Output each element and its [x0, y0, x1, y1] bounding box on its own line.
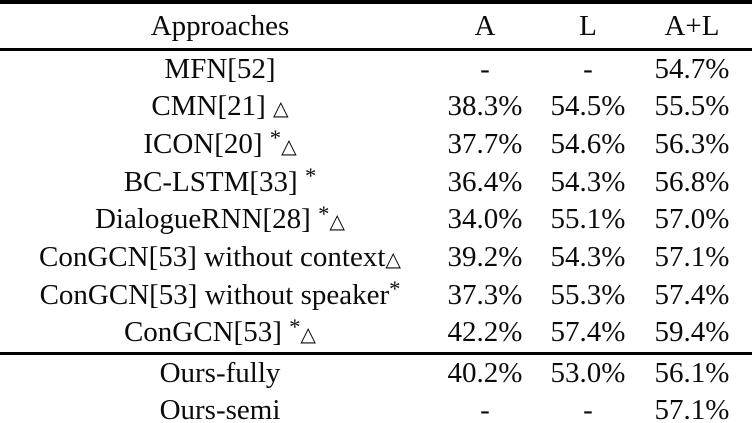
approach-name: ConGCN[53]	[123, 316, 290, 349]
table-body-ours: Ours-fully 40.2% 53.0% 56.1% Ours-semi -…	[0, 355, 752, 423]
a-value-cell: 34.0%	[447, 203, 523, 236]
triangle-marker: △	[300, 322, 317, 347]
table-row: CMN[21] △ 38.3% 54.5% 55.5%	[0, 88, 752, 126]
table-header-row: Approaches A L A+L	[0, 4, 752, 48]
approach-name: MFN[52]	[164, 52, 276, 85]
l-value-cell: -	[583, 52, 593, 85]
approach-cell: BC-LSTM[33] *	[0, 164, 440, 202]
a-value-cell: 40.2%	[447, 356, 523, 389]
column-header-a: A	[474, 10, 496, 42]
approach-name: DialogueRNN[28]	[94, 203, 319, 236]
triangle-marker: △	[273, 96, 289, 121]
al-value-cell: 56.1%	[654, 356, 730, 389]
a-value-cell: 38.3%	[447, 90, 523, 123]
approach-cell: ConGCN[53] *△	[0, 314, 440, 352]
approach-cell: Ours-semi	[0, 392, 440, 423]
l-value-cell: 55.1%	[550, 203, 626, 236]
star-marker: *	[269, 125, 282, 151]
l-value-cell: -	[583, 394, 593, 423]
table-row: ConGCN[53] without speaker* 37.3% 55.3% …	[0, 277, 752, 315]
approach-cell: Ours-fully	[0, 355, 440, 393]
table-body-main: MFN[52] - - 54.7% CMN[21] △ 38.3% 54.5% …	[0, 51, 752, 353]
al-value-cell: 56.8%	[654, 165, 730, 198]
header-divider-rule	[0, 48, 752, 51]
a-value-cell: 36.4%	[447, 165, 523, 198]
approach-name: BC-LSTM[33]	[123, 165, 305, 198]
a-value-cell: 39.2%	[447, 240, 523, 273]
l-value-cell: 54.3%	[550, 165, 626, 198]
star-marker: *	[289, 313, 301, 339]
triangle-marker: △	[385, 246, 401, 271]
approach-cell: CMN[21] △	[0, 88, 440, 126]
l-value-cell: 54.6%	[550, 127, 626, 160]
table-row: BC-LSTM[33] * 36.4% 54.3% 56.8%	[0, 164, 752, 202]
approach-cell: ConGCN[53] without context△	[0, 239, 440, 277]
al-value-cell: 54.7%	[654, 52, 730, 85]
section-divider-rule	[0, 352, 752, 355]
table-top-rule	[0, 0, 752, 4]
column-header-al: A+L	[664, 10, 720, 42]
al-value-cell: 57.4%	[654, 278, 730, 311]
approach-name: Ours-fully	[159, 356, 281, 389]
approach-name: CMN[21]	[151, 90, 274, 123]
table-row: ConGCN[53] *△ 42.2% 57.4% 59.4%	[0, 314, 752, 352]
table-row: Ours-fully 40.2% 53.0% 56.1%	[0, 355, 752, 393]
column-header-l: L	[579, 10, 597, 42]
a-value-cell: -	[480, 52, 490, 85]
al-value-cell: 59.4%	[654, 316, 730, 349]
l-value-cell: 54.3%	[550, 240, 626, 273]
a-value-cell: 37.7%	[447, 127, 523, 160]
approach-cell: DialogueRNN[28] *△	[0, 201, 440, 239]
approach-cell: ICON[20] *△	[0, 126, 440, 164]
star-marker: *	[389, 276, 401, 302]
approach-cell: ConGCN[53] without speaker*	[0, 277, 440, 315]
table-row: ConGCN[53] without context△ 39.2% 54.3% …	[0, 239, 752, 277]
star-marker: *	[304, 163, 317, 189]
a-value-cell: -	[480, 394, 490, 423]
star-marker: *	[318, 200, 330, 226]
al-value-cell: 56.3%	[654, 127, 730, 160]
al-value-cell: 57.1%	[654, 394, 730, 423]
approach-name: ConGCN[53] without speaker	[39, 278, 390, 311]
approach-name: ConGCN[53] without context	[39, 240, 386, 273]
al-value-cell: 55.5%	[654, 90, 730, 123]
triangle-marker: △	[329, 209, 345, 234]
al-value-cell: 57.1%	[654, 240, 730, 273]
table-row: MFN[52] - - 54.7%	[0, 51, 752, 89]
a-value-cell: 42.2%	[447, 316, 523, 349]
table-row: ICON[20] *△ 37.7% 54.6% 56.3%	[0, 126, 752, 164]
column-header-approaches: Approaches	[150, 10, 290, 42]
approach-name: Ours-semi	[159, 394, 281, 423]
al-value-cell: 57.0%	[654, 203, 730, 236]
approach-cell: MFN[52]	[0, 51, 440, 89]
approach-name: ICON[20]	[143, 127, 270, 160]
table-row: DialogueRNN[28] *△ 34.0% 55.1% 57.0%	[0, 201, 752, 239]
l-value-cell: 53.0%	[550, 356, 626, 389]
l-value-cell: 54.5%	[550, 90, 626, 123]
l-value-cell: 55.3%	[550, 278, 626, 311]
triangle-marker: △	[281, 133, 297, 158]
a-value-cell: 37.3%	[447, 278, 523, 311]
table-row: Ours-semi - - 57.1%	[0, 392, 752, 423]
l-value-cell: 57.4%	[550, 316, 626, 349]
